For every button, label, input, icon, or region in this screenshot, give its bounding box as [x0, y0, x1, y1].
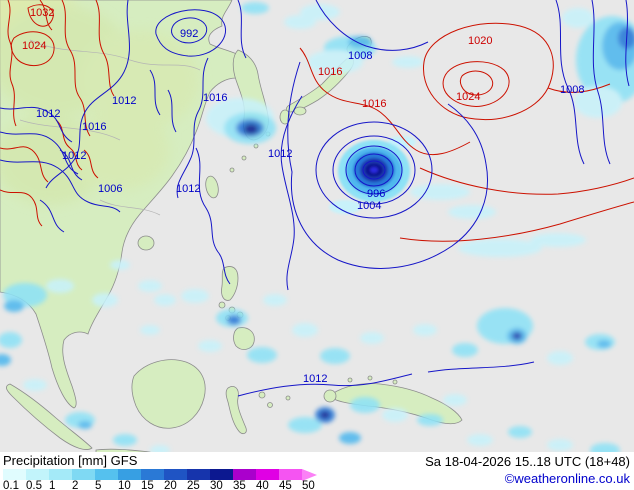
scale-segment-1	[49, 469, 72, 480]
legend-bar: Precipitation [mm] GFS 0.1 0.5 1 2 5 10 15 20 25…	[0, 452, 634, 490]
taiwan	[205, 175, 219, 199]
pressure-label: 1024	[456, 91, 480, 103]
scale-tick-label: 1	[49, 480, 56, 490]
scale-segment-15	[141, 469, 164, 480]
scale-tick-label: 0.1	[3, 480, 19, 490]
scale-tick-label: 20	[164, 480, 177, 490]
scale-tick-label: 5	[95, 480, 102, 490]
scale-segment-40	[256, 469, 279, 480]
scale-arrow	[302, 468, 317, 481]
pressure-label: 1012	[62, 150, 86, 162]
scale-tick-label: 15	[141, 480, 154, 490]
pressure-label: 1016	[362, 98, 386, 110]
pressure-label: 1004	[357, 200, 381, 212]
mindanao	[233, 327, 255, 350]
pressure-label: 1024	[22, 40, 46, 52]
scale-segment-0.1	[3, 469, 26, 480]
pressure-label: 1012	[303, 373, 327, 385]
scale-segment-5	[95, 469, 118, 480]
pressure-label: 992	[180, 28, 198, 40]
precipitation-layer	[0, 2, 634, 452]
scale-tick-label: 35	[233, 480, 246, 490]
border-layer	[19, 39, 201, 216]
sumatra	[6, 383, 93, 450]
pressure-label: 1008	[348, 50, 372, 62]
datetime-label: Sa 18-04-2026 15..18 UTC (18+48)	[425, 454, 630, 469]
pressure-labels-layer: 1032 1024 992 1016 1012 1012 1016 1012 1006 1012 1…	[22, 7, 584, 385]
scale-tick-label: 30	[210, 480, 223, 490]
pressure-label: 1012	[268, 148, 292, 160]
copyright-link: ©weatheronline.co.uk	[504, 471, 630, 486]
scale-tick-label: 2	[72, 480, 79, 490]
scale-segment-10	[118, 469, 141, 480]
scale-segment-45	[279, 469, 302, 480]
borneo	[131, 359, 206, 429]
pressure-label: 1016	[318, 66, 342, 78]
pressure-label: 1008	[560, 84, 584, 96]
pressure-label: 996	[367, 188, 385, 200]
scale-segment-0.5	[26, 469, 49, 480]
scale-segment-35	[233, 469, 256, 480]
scale-tick-label: 40	[256, 480, 269, 490]
scale-numbers: 0.1 0.5 1 2 5 10 15 20 25 30 35 40 45 50	[3, 480, 403, 490]
scale-tick-label: 0.5	[26, 480, 42, 490]
scale-tick-label: 50	[302, 480, 315, 490]
isobars-low-layer	[0, 0, 630, 397]
pressure-label: 1016	[203, 92, 227, 104]
isobars-high-layer	[0, 0, 634, 242]
scale-segment-30	[210, 469, 233, 480]
pressure-label: 1012	[112, 95, 136, 107]
precipitation-scale	[3, 468, 317, 481]
weather-map: 1032 1024 992 1016 1012 1012 1016 1012 1006 1012 1…	[0, 0, 634, 452]
pressure-label: 1012	[176, 183, 200, 195]
scale-segment-20	[164, 469, 187, 480]
java	[95, 448, 151, 452]
terrain-tint	[0, 0, 200, 205]
legend-title: Precipitation [mm] GFS	[3, 453, 138, 468]
scale-tick-label: 45	[279, 480, 292, 490]
shikoku	[293, 106, 307, 116]
scale-segment-2	[72, 469, 95, 480]
scale-tick-label: 25	[187, 480, 200, 490]
scale-segment-25	[187, 469, 210, 480]
pressure-label: 1020	[468, 35, 492, 47]
pressure-label: 1006	[98, 183, 122, 195]
pressure-label: 1032	[30, 7, 54, 19]
pressure-label: 1016	[82, 121, 106, 133]
scale-tick-label: 10	[118, 480, 131, 490]
pressure-label: 1012	[36, 108, 60, 120]
hainan	[137, 235, 155, 251]
